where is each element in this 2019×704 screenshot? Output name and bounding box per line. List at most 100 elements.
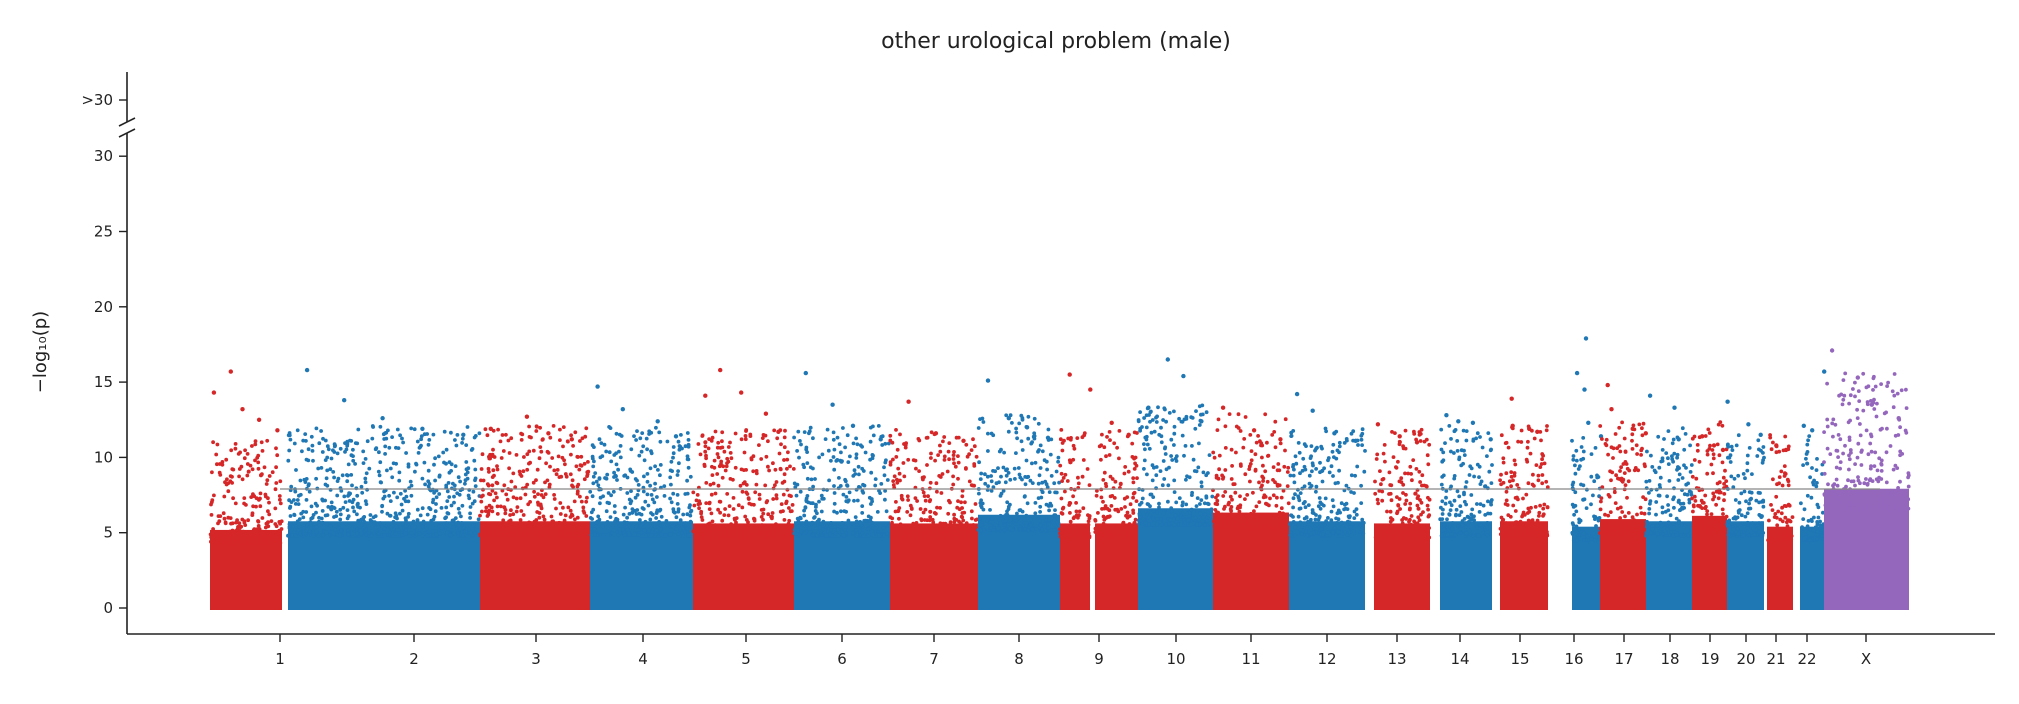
top-hit-point [878,437,883,442]
snp-point [860,530,865,535]
snp-point [1667,479,1672,483]
snp-point [1008,517,1013,522]
snp-point [222,516,227,521]
snp-point [1033,460,1038,465]
snp-point [788,533,792,538]
snp-point [1190,416,1195,420]
snp-point [956,435,961,440]
snp-point [1606,493,1611,497]
snp-point [379,533,384,538]
snp-point [918,507,923,511]
snp-point [1248,433,1253,437]
snp-point [477,431,482,436]
snp-point [1691,509,1695,514]
snp-point [602,442,607,447]
snp-point [1413,491,1418,496]
snp-point [1762,455,1766,460]
snp-point [1105,506,1110,511]
snp-point [1410,530,1415,535]
snp-point [898,522,903,527]
snp-point [972,462,977,466]
snp-point [490,483,495,488]
snp-point [1068,519,1073,524]
top-hit-point [1294,391,1300,397]
snp-point [1716,422,1721,427]
snp-point [1478,435,1482,439]
snp-point [1012,466,1017,471]
snp-point [891,483,896,487]
snp-point [1534,463,1539,467]
snp-point [826,529,830,534]
snp-point [963,500,967,505]
snp-point [1610,525,1615,530]
snp-point [1709,512,1714,516]
snp-point [584,499,589,504]
snp-point [1464,521,1468,525]
snp-point [1313,448,1317,453]
snp-point [733,431,738,436]
snp-point [1408,464,1413,469]
snp-point [368,513,373,517]
snp-point [819,509,824,514]
snp-point [1072,446,1077,451]
snp-point [970,528,975,533]
snp-point [1462,517,1467,521]
snp-point [472,458,477,463]
snp-point [1266,453,1271,458]
snp-point [222,494,227,499]
snp-point [1389,498,1394,503]
snp-point [345,443,350,448]
snp-point [1587,530,1592,535]
snp-point [418,445,423,449]
snp-point [551,424,556,428]
snp-point [810,520,815,525]
snp-point [1398,535,1403,540]
snp-point [1703,434,1708,438]
snp-point [823,437,828,441]
snp-point [1058,527,1062,532]
snp-point [383,444,388,449]
snp-point [622,474,627,478]
snp-point [498,504,503,509]
snp-point [520,432,525,437]
snp-point [979,471,984,476]
snp-point [1184,417,1189,421]
snp-point [1339,501,1344,506]
snp-point [718,510,722,515]
snp-point [1191,521,1196,526]
snp-point [1228,494,1233,499]
snp-point [1063,472,1068,477]
snp-point [406,462,411,467]
snp-point [1373,479,1377,484]
snp-point [1023,482,1028,487]
snp-point [353,462,357,466]
snp-point [434,532,439,537]
snp-point [1375,452,1380,457]
snp-point [1072,487,1077,492]
snp-point [338,512,343,517]
snp-point [1172,409,1176,414]
snp-point [1093,530,1098,534]
snp-point [1063,489,1067,494]
snp-point [600,454,605,458]
snp-point [694,498,699,503]
snp-point [1709,462,1714,467]
snp-point [242,501,247,506]
snp-point [990,517,994,521]
chromosome-19-points [1690,420,1729,610]
snp-point [774,522,778,527]
snp-point [1724,479,1729,483]
snp-point [1509,470,1514,474]
snp-point [515,533,519,538]
snp-point [729,522,733,527]
snp-point [488,452,492,457]
snp-point [309,526,313,531]
snp-point [1329,509,1334,514]
snp-point [1303,505,1308,510]
snp-point [1169,454,1173,458]
snp-point [952,512,956,517]
snp-point [1042,524,1047,529]
snp-point [1032,416,1037,421]
snp-point [767,468,771,473]
snp-point [1058,437,1063,442]
